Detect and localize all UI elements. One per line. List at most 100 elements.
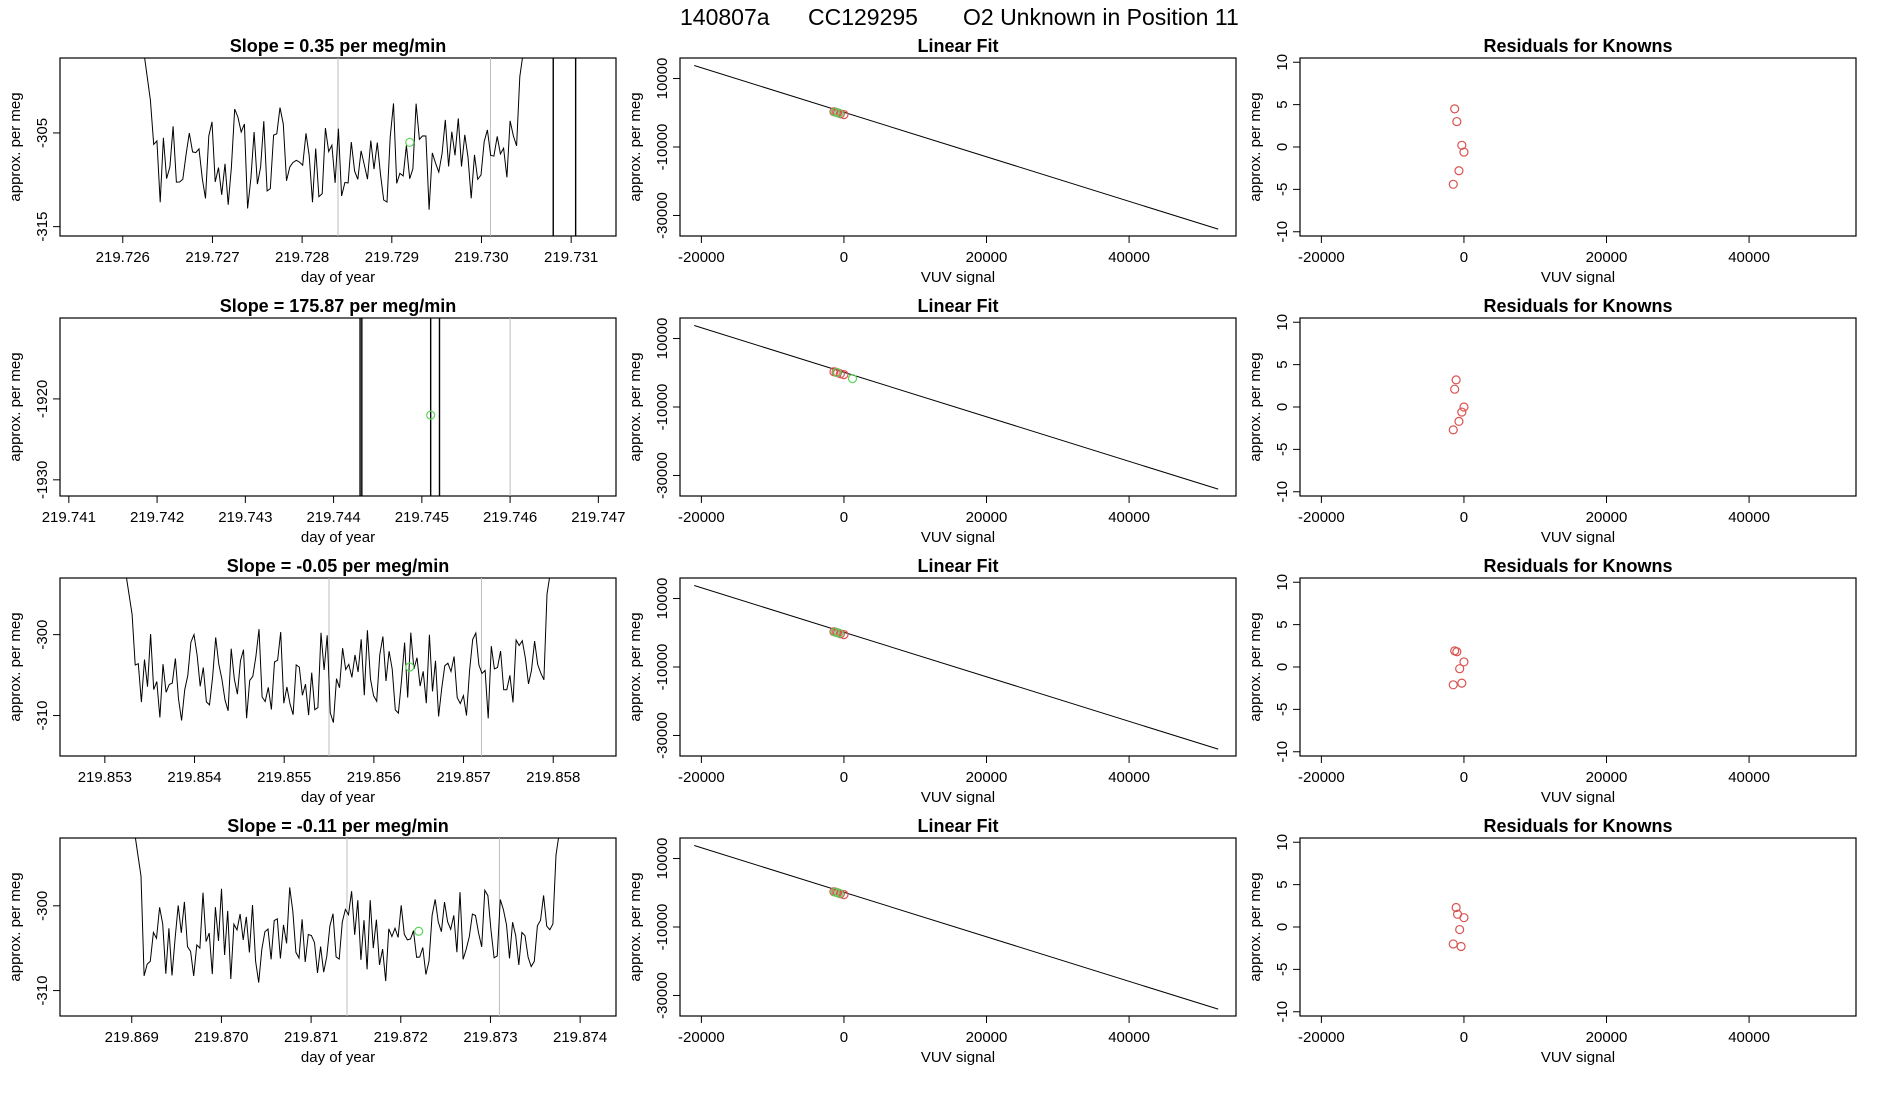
y-tick-label: 10 xyxy=(1274,574,1291,591)
y-tick-label: -10000 xyxy=(654,904,671,951)
panel-title: Linear Fit xyxy=(917,36,998,56)
x-axis-label: VUV signal xyxy=(921,1049,995,1066)
x-tick-label: -20000 xyxy=(1298,509,1345,526)
series-line xyxy=(134,838,559,983)
x-tick-label: 20000 xyxy=(1586,249,1628,266)
plot-frame xyxy=(59,837,617,1017)
y-tick-label: 10000 xyxy=(654,838,671,880)
linear-fit-row-2: Linear Fit VUV signal approx. per meg -2000… xyxy=(627,296,1237,546)
y-axis-label: approx. per meg xyxy=(1247,872,1264,981)
unknown-point xyxy=(834,888,844,898)
x-tick-label: 219.856 xyxy=(347,769,401,786)
y-tick-label: 10000 xyxy=(654,578,671,620)
x-tick-label: 40000 xyxy=(1728,769,1770,786)
residual-point xyxy=(1459,913,1469,923)
x-axis-label: day of year xyxy=(301,269,375,286)
y-tick-label: 10 xyxy=(1274,54,1291,71)
residual-point xyxy=(1459,402,1469,412)
x-tick-label: 219.869 xyxy=(105,1029,159,1046)
x-axis-label: day of year xyxy=(301,789,375,806)
plot-frame xyxy=(679,317,1237,497)
plot-area xyxy=(694,845,1219,1010)
y-tick-label: 0 xyxy=(1274,403,1291,411)
y-tick-label: -10 xyxy=(1274,1001,1291,1023)
x-tick-label: 219.743 xyxy=(218,509,272,526)
plot-area xyxy=(134,838,559,1016)
x-tick-label: 219.746 xyxy=(483,509,537,526)
green-marker xyxy=(426,410,436,420)
x-axis-label: VUV signal xyxy=(921,789,995,806)
plot-area xyxy=(1448,902,1469,952)
plot-frame xyxy=(1299,57,1857,237)
x-tick-label: 40000 xyxy=(1108,1029,1150,1046)
x-tick-label: 219.853 xyxy=(78,769,132,786)
y-tick-label: -10 xyxy=(1274,741,1291,763)
x-tick-label: 0 xyxy=(840,1029,848,1046)
x-tick-label: 0 xyxy=(1460,769,1468,786)
plot-frame xyxy=(59,317,617,497)
x-tick-label: 40000 xyxy=(1728,1029,1770,1046)
x-tick-label: 219.855 xyxy=(257,769,311,786)
x-tick-label: 219.857 xyxy=(436,769,490,786)
x-tick-label: 219.731 xyxy=(544,249,598,266)
y-tick-label: 10000 xyxy=(654,58,671,100)
plot-frame xyxy=(679,837,1237,1017)
residual-point xyxy=(1452,116,1462,127)
panel-title: Linear Fit xyxy=(917,296,998,316)
y-tick-label: -30000 xyxy=(654,712,671,759)
y-tick-label: 0 xyxy=(1274,923,1291,931)
residual-point xyxy=(1455,664,1465,674)
plot-area xyxy=(126,578,550,756)
residual-point xyxy=(1455,924,1465,935)
residuals-row-3: Residuals for Knowns VUV signal approx. pe… xyxy=(1247,556,1857,806)
fit-line xyxy=(694,845,1219,1010)
x-tick-label: 20000 xyxy=(1586,1029,1628,1046)
linear-fit-row-4: Linear Fit VUV signal approx. per meg -2000… xyxy=(627,816,1237,1066)
plot-area xyxy=(1448,646,1469,690)
residual-point xyxy=(1454,166,1464,176)
x-tick-label: 0 xyxy=(840,249,848,266)
y-axis-label: approx. per meg xyxy=(627,352,644,461)
x-axis-label: VUV signal xyxy=(921,529,995,546)
plot-area xyxy=(359,318,511,496)
y-tick-label: 5 xyxy=(1274,620,1291,628)
y-tick-label: 10000 xyxy=(654,318,671,360)
panel-title: Linear Fit xyxy=(917,816,998,836)
y-tick-label: -5 xyxy=(1274,703,1291,716)
panel-title: Slope = -0.11 per meg/min xyxy=(227,816,449,836)
x-tick-label: 219.871 xyxy=(284,1029,338,1046)
y-tick-label: -310 xyxy=(34,701,51,731)
y-tick-label: -10000 xyxy=(654,644,671,691)
x-tick-label: 20000 xyxy=(1586,769,1628,786)
panels: Slope = 0.35 per meg/min day of year appro… xyxy=(7,36,1857,1066)
panel-title: Slope = 0.35 per meg/min xyxy=(230,36,447,56)
x-axis-label: VUV signal xyxy=(1541,789,1615,806)
fit-line xyxy=(694,585,1219,750)
residual-point xyxy=(1459,147,1469,157)
y-axis-label: approx. per meg xyxy=(7,352,24,461)
x-tick-label: 0 xyxy=(1460,1029,1468,1046)
y-axis-label: approx. per meg xyxy=(627,92,644,201)
figure-title-description: O2 Unknown in Position 11 xyxy=(963,4,1239,30)
x-tick-label: 219.873 xyxy=(463,1029,517,1046)
x-tick-label: -20000 xyxy=(678,509,725,526)
x-tick-label: 20000 xyxy=(966,1029,1008,1046)
green-marker xyxy=(405,662,415,672)
linear-fit-row-1: Linear Fit VUV signal approx. per meg -2000… xyxy=(627,36,1237,286)
x-tick-label: 219.730 xyxy=(454,249,508,266)
y-tick-label: 10 xyxy=(1274,834,1291,851)
residual-point xyxy=(1448,680,1458,690)
x-tick-label: 219.854 xyxy=(167,769,221,786)
y-tick-label: -10000 xyxy=(654,124,671,171)
x-tick-label: -20000 xyxy=(1298,249,1345,266)
plot-frame xyxy=(1299,577,1857,757)
x-axis-label: VUV signal xyxy=(921,269,995,286)
plot-area xyxy=(694,65,1219,230)
plot-frame xyxy=(1299,317,1857,497)
y-tick-label: -30000 xyxy=(654,972,671,1019)
x-tick-label: 40000 xyxy=(1108,509,1150,526)
plot-area xyxy=(1448,375,1469,435)
panel-title: Slope = -0.05 per meg/min xyxy=(227,556,450,576)
x-tick-label: 20000 xyxy=(1586,509,1628,526)
